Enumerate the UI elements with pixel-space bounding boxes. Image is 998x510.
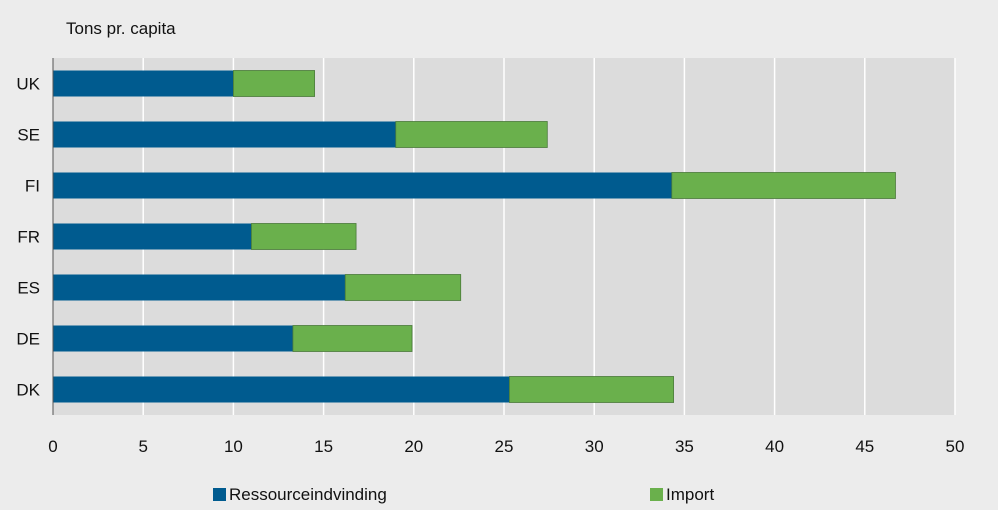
x-tick-label: 40 [765,437,784,456]
bar-de-ressourceindvinding [53,325,293,352]
bar-se-import [395,121,548,148]
legend: Ressourceindvinding Import [213,485,714,504]
x-tick-label: 30 [585,437,604,456]
bar-es-ressourceindvinding [53,274,346,301]
category-label: DK [16,381,40,400]
x-tick-label: 0 [48,437,57,456]
bar-de-import [292,325,413,352]
x-tick-label: 25 [495,437,514,456]
bar-fr-ressourceindvinding [53,223,252,250]
bar-es-import [344,274,462,301]
chart-title: Tons pr. capita [66,19,176,38]
legend-swatch [650,488,663,501]
category-label: SE [17,126,40,145]
category-label: FR [17,228,40,247]
x-tick-label: 35 [675,437,694,456]
x-tick-label: 5 [138,437,147,456]
bar-dk-ressourceindvinding [53,376,510,403]
category-label: ES [17,279,40,298]
category-labels: UK SE FI FR ES DE DK [16,75,40,400]
bars [53,70,896,403]
bar-se-ressourceindvinding [53,121,396,148]
legend-label: Import [666,485,714,504]
bar-fr-import [251,223,357,250]
bar-uk-ressourceindvinding [53,70,234,97]
category-label: FI [25,177,40,196]
bar-dk-import [509,376,674,403]
legend-swatch [213,488,226,501]
bar-fi-ressourceindvinding [53,172,672,199]
x-tick-label: 10 [224,437,243,456]
bar-fi-import [671,172,896,199]
x-tick-label: 45 [855,437,874,456]
x-tick-label: 20 [404,437,423,456]
x-tick-label: 15 [314,437,333,456]
legend-label: Ressourceindvinding [229,485,387,504]
x-tick-label: 50 [946,437,965,456]
x-tick-labels: 0 5 10 15 20 25 30 35 40 45 50 [48,437,964,456]
category-label: DE [16,330,40,349]
bar-uk-import [232,70,315,97]
category-label: UK [16,75,40,94]
